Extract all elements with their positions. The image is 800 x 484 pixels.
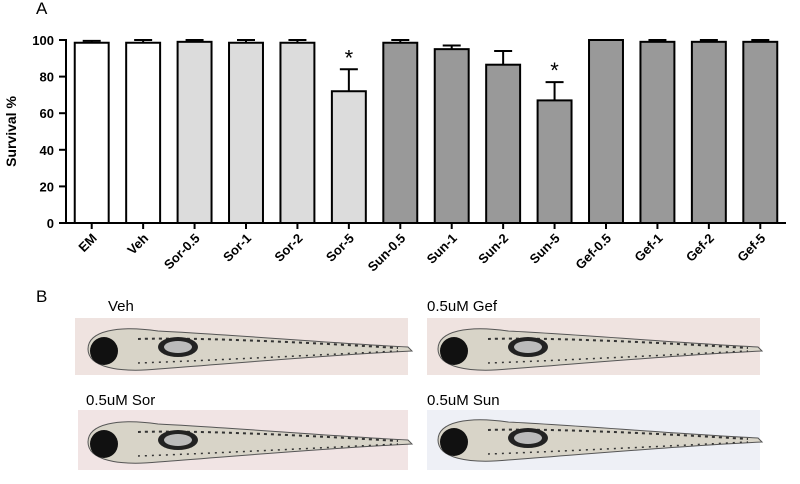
bar-chart: Survival % 0 20 40 60 80 100 EM Veh Sor-0.5 Sor-1 S… xyxy=(3,33,786,274)
x-tick-label: Gef-2 xyxy=(683,231,717,265)
panel-label: B xyxy=(36,287,47,306)
x-tick-label: Sun-5 xyxy=(527,231,563,267)
fish-images xyxy=(75,318,763,470)
x-tick-label: Veh xyxy=(124,230,151,257)
panel-label: A xyxy=(36,0,48,18)
x-tick-label: Sun-2 xyxy=(475,231,511,267)
y-axis-label: Survival % xyxy=(3,96,19,167)
x-tick-label: Sor-5 xyxy=(323,231,357,265)
image-caption: Veh xyxy=(108,298,134,315)
y-tick-label: 20 xyxy=(40,179,54,194)
x-tick-label: Sun-1 xyxy=(424,231,460,267)
x-tick-label: Gef-1 xyxy=(631,231,665,265)
image-caption: 0.5uM Gef xyxy=(427,298,498,315)
x-tick-label: Sor-0.5 xyxy=(161,231,203,273)
image-caption: 0.5uM Sor xyxy=(86,392,155,409)
bar xyxy=(176,40,213,224)
bar xyxy=(382,41,419,225)
bar xyxy=(330,90,367,224)
bar xyxy=(228,41,264,225)
bar xyxy=(536,99,573,224)
bar xyxy=(639,40,676,224)
significance-marker: * xyxy=(345,45,354,70)
bar xyxy=(279,41,316,225)
y-tick-label: 100 xyxy=(32,33,54,48)
x-tick-label: Sor-1 xyxy=(220,231,254,265)
x-tick-label: EM xyxy=(75,231,99,255)
bar xyxy=(485,63,522,224)
y-tick-label: 80 xyxy=(40,70,54,85)
image-caption: 0.5uM Sun xyxy=(427,392,500,409)
x-tick-label: Gef-0.5 xyxy=(572,231,614,273)
x-tick-label: Sor-2 xyxy=(271,231,305,265)
bar xyxy=(742,40,779,224)
bar xyxy=(73,41,110,225)
x-tick-label: Gef-5 xyxy=(734,231,768,265)
bar xyxy=(125,41,162,225)
y-tick-label: 0 xyxy=(47,216,54,231)
bar xyxy=(588,39,624,224)
y-tick-label: 60 xyxy=(40,106,54,121)
x-tick-label: Sun-0.5 xyxy=(365,231,409,275)
bar xyxy=(690,40,727,224)
y-tick-label: 40 xyxy=(40,143,54,158)
significance-marker: * xyxy=(550,58,559,83)
bar xyxy=(433,48,470,225)
